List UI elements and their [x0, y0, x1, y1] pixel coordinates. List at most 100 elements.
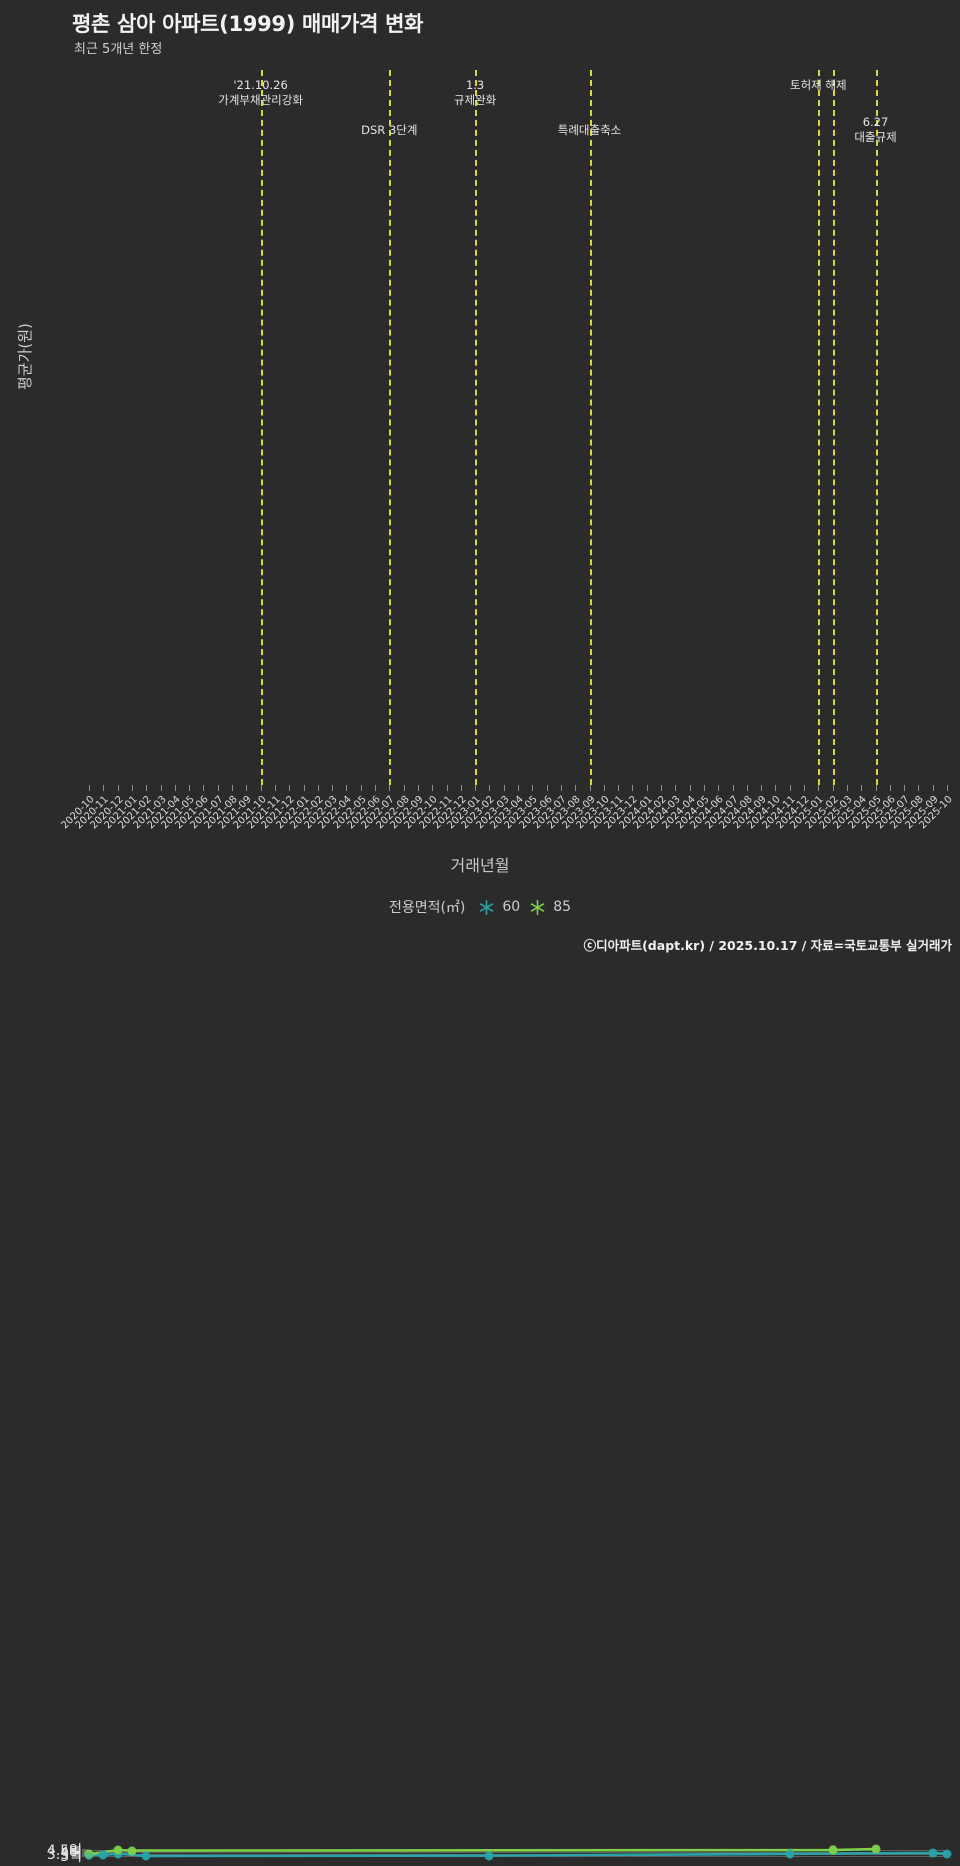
event-annotation: 6.27 대출규제	[854, 115, 896, 145]
chart-subtitle: 최근 5개년 한정	[74, 42, 163, 57]
x-tick-mark	[103, 785, 105, 791]
x-tick-mark	[703, 785, 705, 791]
x-tick-mark	[875, 785, 877, 791]
event-annotation: '21.10.26 가계부채관리강화	[218, 78, 303, 108]
x-tick-mark	[489, 785, 491, 791]
x-tick-mark	[718, 785, 720, 791]
x-tick-mark	[789, 785, 791, 791]
x-tick-mark	[775, 785, 777, 791]
x-tick-mark	[732, 785, 734, 791]
faded-data-point[interactable]	[85, 1851, 93, 1860]
x-tick-mark	[560, 785, 562, 791]
x-tick-mark	[432, 785, 434, 791]
asterisk-marker-icon	[480, 899, 494, 915]
x-tick-mark	[460, 785, 462, 791]
event-line	[589, 70, 592, 785]
x-tick-mark	[189, 785, 191, 791]
x-tick-mark	[575, 785, 577, 791]
event-text-label: 특례대출축소	[557, 123, 622, 137]
x-tick-mark	[503, 785, 505, 791]
x-tick-mark	[274, 785, 276, 791]
event-line	[260, 70, 263, 785]
x-tick-mark	[761, 785, 763, 791]
x-tick-mark	[861, 785, 863, 791]
data-point[interactable]	[484, 1851, 494, 1861]
event-line	[832, 70, 835, 785]
x-tick-mark	[89, 785, 90, 791]
x-tick-mark	[804, 785, 805, 791]
x-tick-mark	[689, 785, 691, 791]
chart-container: 평촌 삼아 아파트(1999) 매매가격 변화 최근 5개년 한정 3억 3.5억…	[0, 12, 960, 1865]
x-tick-mark	[332, 785, 334, 791]
x-tick-mark	[403, 785, 405, 791]
x-tick-mark	[746, 785, 748, 791]
data-point[interactable]	[127, 1846, 137, 1856]
x-tick-mark	[217, 785, 219, 791]
data-point[interactable]	[98, 1850, 108, 1860]
x-tick-mark	[131, 785, 133, 791]
x-tick-mark	[618, 785, 620, 791]
legend-label: 60	[502, 899, 521, 915]
faded-data-point[interactable]	[828, 1847, 837, 1856]
legend-item-85[interactable]: 85	[529, 899, 571, 916]
event-date-label: 1.3	[465, 78, 485, 92]
x-tick-mark	[360, 785, 362, 791]
x-tick-mark	[532, 785, 534, 791]
x-tick-mark	[546, 785, 548, 791]
event-line	[875, 70, 878, 785]
data-point[interactable]	[113, 1845, 123, 1855]
event-annotation: 토허제 해제	[790, 78, 847, 93]
asterisk-marker-icon	[530, 899, 545, 915]
event-text-label: 대출규제	[854, 130, 897, 144]
data-point[interactable]	[928, 1848, 938, 1858]
y-tick-label: 4.5억	[46, 1842, 82, 1859]
x-tick-mark	[160, 785, 162, 791]
x-tick-mark	[346, 785, 348, 791]
x-tick-mark	[246, 785, 248, 791]
x-tick-mark	[375, 785, 376, 791]
x-tick-mark	[260, 785, 262, 791]
data-point[interactable]	[942, 1849, 952, 1859]
event-line	[389, 70, 392, 785]
x-tick-mark	[603, 785, 605, 791]
x-tick-mark	[675, 785, 677, 791]
x-tick-mark	[818, 785, 820, 791]
x-tick-mark	[417, 785, 419, 791]
x-tick-mark	[846, 785, 848, 791]
x-tick-mark	[475, 785, 477, 791]
x-tick-mark	[317, 785, 319, 791]
x-tick-mark	[646, 785, 648, 791]
x-tick-mark	[589, 785, 591, 791]
event-annotation: 특례대출축소	[558, 123, 621, 138]
x-tick-mark	[174, 785, 176, 791]
plot-area: 3억 3.5억 4억 4.5억	[47, 70, 952, 1865]
event-date-label: '21.10.26	[233, 78, 288, 92]
x-axis-title: 거래년월	[450, 856, 510, 875]
legend: 전용면적(㎡) 60 85	[0, 897, 960, 917]
legend-item-60[interactable]: 60	[478, 899, 520, 916]
x-tick-mark	[446, 785, 448, 791]
x-tick-mark	[904, 785, 906, 791]
event-date-label: 6.27	[862, 115, 889, 129]
x-tick-mark	[889, 785, 891, 791]
data-point[interactable]	[785, 1849, 795, 1859]
x-tick-mark	[203, 785, 205, 791]
event-text-label: DSR 3단계	[361, 123, 418, 137]
x-tick-mark	[661, 785, 662, 791]
event-annotation: DSR 3단계	[361, 123, 417, 138]
page-title: 평촌 삼아 아파트(1999) 매매가격 변화	[72, 12, 424, 36]
series-lines	[87, 1847, 949, 1858]
event-line	[475, 70, 478, 785]
x-tick-mark	[518, 785, 519, 791]
x-tick-mark	[146, 785, 148, 791]
event-annotation: 1.3 규제완화	[454, 78, 496, 108]
data-point[interactable]	[871, 1844, 880, 1854]
x-tick-mark	[303, 785, 305, 791]
footer-credit: ⓒ디아파트(dapt.kr) / 2025.10.17 / 자료=국토교통부 실…	[583, 938, 952, 953]
x-tick-mark	[117, 785, 119, 791]
x-tick-mark	[932, 785, 934, 791]
data-point[interactable]	[141, 1851, 151, 1861]
legend-label: 85	[553, 899, 572, 915]
x-tick-mark	[632, 785, 634, 791]
y-axis-title: 평균가(원)	[16, 323, 34, 390]
